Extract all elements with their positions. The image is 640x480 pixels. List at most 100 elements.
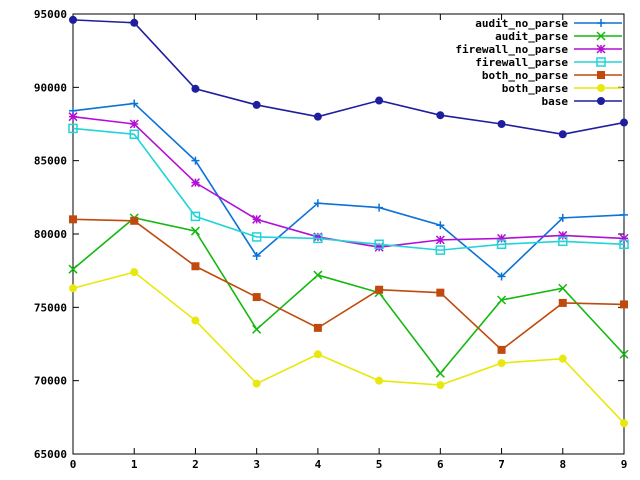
data-point	[69, 215, 77, 224]
data-point	[130, 99, 139, 108]
data-point	[252, 100, 261, 109]
data-point	[313, 232, 323, 242]
data-point	[69, 15, 77, 24]
legend-entry: firewall_parse	[475, 56, 622, 69]
data-point	[252, 324, 262, 334]
legend-entry: both_parse	[502, 82, 622, 95]
data-point	[68, 264, 78, 274]
data-point	[190, 211, 201, 222]
data-point	[558, 130, 567, 139]
series-line	[72, 127, 625, 251]
x-tick-label: 0	[70, 458, 77, 471]
data-point	[129, 119, 139, 129]
legend-marker	[596, 44, 606, 54]
series-both-parse	[69, 268, 628, 428]
data-point	[496, 239, 507, 250]
data-point	[129, 129, 139, 140]
legend-label: firewall_parse	[475, 56, 568, 69]
legend-entry: both_no_parse	[482, 69, 622, 82]
legend-marker	[597, 97, 605, 105]
y-tick-label: 75000	[34, 301, 67, 314]
data-point	[68, 123, 78, 134]
data-point	[313, 323, 322, 332]
data-point	[619, 349, 629, 359]
data-point	[619, 233, 629, 243]
legend: audit_no_parseaudit_parsefirewall_no_par…	[455, 17, 622, 108]
y-tick-label: 65000	[34, 448, 67, 461]
data-point	[313, 112, 322, 121]
series-base	[69, 15, 628, 139]
data-point	[436, 288, 445, 297]
x-tick-label: 3	[253, 458, 260, 471]
legend-label: both_no_parse	[482, 69, 568, 82]
data-point	[68, 112, 78, 122]
legend-label: base	[542, 95, 569, 108]
legend-marker	[596, 31, 606, 41]
y-tick-label: 90000	[34, 81, 67, 94]
series-line	[72, 218, 625, 351]
data-point	[558, 354, 567, 363]
y-tick-label: 80000	[34, 228, 67, 241]
y-tick-label: 95000	[34, 8, 67, 21]
data-point	[313, 233, 323, 244]
data-point	[558, 298, 567, 307]
series-line	[72, 217, 625, 375]
data-point	[435, 368, 445, 378]
data-point	[252, 379, 261, 388]
data-point	[497, 120, 506, 128]
data-point	[374, 242, 384, 252]
legend-entry: base	[542, 95, 622, 108]
data-point	[436, 381, 445, 390]
series-both-no-parse	[69, 215, 628, 354]
data-point	[69, 284, 77, 293]
data-point	[130, 216, 139, 225]
axis-ticks: 65000 70000 75000 80000 85000 90000 95000 0 1 2 3 4…	[34, 8, 627, 471]
data-point	[313, 199, 322, 208]
legend-label: audit_parse	[495, 30, 568, 43]
legend-marker	[596, 57, 606, 67]
data-point	[190, 226, 200, 236]
x-tick-label: 1	[131, 458, 138, 471]
data-point	[436, 221, 445, 230]
legend-entry: audit_no_parse	[475, 17, 622, 30]
data-point	[313, 350, 322, 359]
data-point	[252, 252, 261, 260]
data-point	[191, 84, 200, 93]
legend-label: both_parse	[502, 82, 569, 95]
x-tick-label: 8	[559, 458, 566, 471]
series-line	[72, 19, 625, 136]
data-point	[558, 213, 567, 222]
series-line	[72, 102, 625, 278]
data-point	[374, 239, 384, 250]
data-point	[558, 230, 568, 240]
data-point	[130, 18, 139, 27]
x-tick-label: 9	[621, 458, 628, 471]
x-tick-label: 5	[376, 458, 383, 471]
x-tick-label: 4	[315, 458, 322, 471]
data-point	[375, 96, 384, 105]
legend-marker	[597, 84, 605, 92]
data-point	[497, 272, 506, 281]
legend-entry: firewall_no_parse	[455, 43, 622, 56]
data-point	[620, 300, 628, 309]
data-point	[313, 270, 323, 280]
y-tick-label: 85000	[34, 155, 67, 168]
legend-marker	[597, 19, 605, 27]
data-point	[497, 295, 507, 305]
data-point	[191, 316, 200, 325]
data-point	[251, 232, 262, 242]
legend-label: firewall_no_parse	[455, 43, 568, 56]
data-point	[190, 178, 200, 188]
series-line	[72, 271, 625, 424]
data-point	[375, 285, 384, 294]
data-point	[435, 245, 446, 255]
data-point	[252, 293, 261, 302]
data-point	[620, 419, 628, 428]
data-point	[191, 156, 200, 165]
data-point	[435, 235, 445, 245]
data-point	[191, 262, 200, 271]
data-point	[620, 210, 628, 219]
series-firewall-parse	[68, 123, 629, 255]
data-point	[436, 111, 445, 120]
